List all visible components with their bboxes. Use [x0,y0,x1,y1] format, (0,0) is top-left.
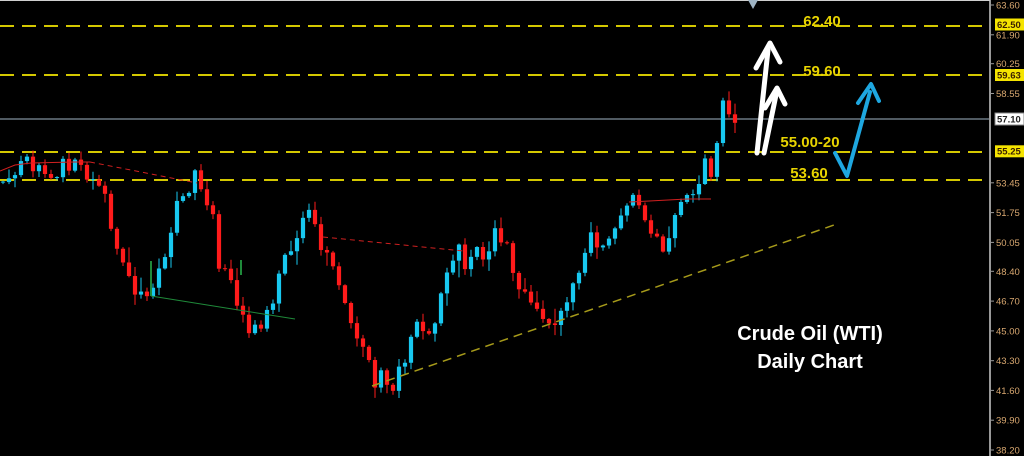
svg-text:59.63: 59.63 [997,70,1021,81]
svg-text:61.90: 61.90 [996,30,1020,41]
svg-text:Crude Oil (WTI): Crude Oil (WTI) [737,323,883,345]
svg-text:Daily Chart: Daily Chart [757,351,863,373]
svg-text:60.25: 60.25 [996,59,1020,70]
svg-text:59.60: 59.60 [803,63,841,80]
svg-text:53.60: 53.60 [790,165,828,182]
svg-text:43.30: 43.30 [996,356,1020,367]
svg-text:41.60: 41.60 [996,386,1020,397]
svg-text:45.00: 45.00 [996,326,1020,337]
svg-text:39.90: 39.90 [996,416,1020,427]
svg-text:50.05: 50.05 [996,238,1020,249]
svg-text:38.20: 38.20 [996,446,1020,456]
svg-text:55.25: 55.25 [997,147,1021,158]
svg-text:55.00-20: 55.00-20 [780,134,839,151]
svg-text:46.70: 46.70 [996,297,1020,308]
svg-text:58.55: 58.55 [996,89,1020,100]
svg-text:62.50: 62.50 [997,20,1021,31]
svg-text:62.40: 62.40 [803,13,841,30]
svg-text:63.60: 63.60 [996,1,1020,12]
svg-text:57.10: 57.10 [997,114,1021,125]
svg-text:51.75: 51.75 [996,208,1020,219]
svg-text:53.45: 53.45 [996,178,1020,189]
svg-text:48.40: 48.40 [996,267,1020,278]
